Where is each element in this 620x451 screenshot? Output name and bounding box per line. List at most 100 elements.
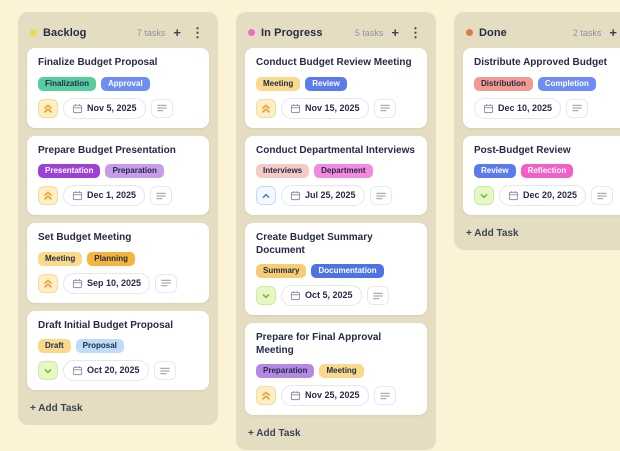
calendar-icon (72, 191, 83, 201)
task-title: Distribute Approved Budget (474, 57, 607, 68)
tag: Completion (537, 76, 596, 91)
tag-list: Meeting Review (256, 76, 416, 91)
calendar-icon (290, 191, 301, 201)
task-title: Create Budget Summary Document (256, 232, 373, 256)
tag-list: Draft Proposal (38, 339, 198, 353)
tag-list: Review Reflection (474, 164, 620, 178)
task-count: 2 tasks (572, 27, 602, 38)
add-card-button[interactable]: + (173, 25, 181, 40)
due-date: Nov 25, 2025 (305, 390, 360, 400)
due-date-chip: Oct 5, 2025 (281, 285, 362, 306)
priority-high-icon (38, 98, 58, 118)
task-title: Conduct Budget Review Meeting (256, 57, 412, 68)
card-meta: Nov 25, 2025 (256, 385, 416, 406)
add-task-button[interactable]: + Add Task (463, 223, 522, 241)
due-date: Nov 5, 2025 (87, 102, 137, 113)
tag: Presentation (38, 164, 101, 178)
task-card[interactable]: Finalize Budget Proposal Finalization Ap… (27, 48, 209, 128)
due-date: Jul 25, 2025 (305, 190, 356, 200)
calendar-icon (72, 366, 83, 376)
due-date-chip: Nov 15, 2025 (281, 97, 369, 119)
tag-list: Presentation Preparation (38, 164, 198, 178)
column-status-dot (248, 29, 255, 36)
task-title: Prepare Budget Presentation (38, 144, 176, 156)
priority-high-icon (256, 386, 276, 405)
due-date-chip: Sep 10, 2025 (63, 272, 151, 294)
priority-high-icon (38, 186, 58, 205)
priority-low-icon (474, 186, 494, 205)
calendar-icon (483, 103, 494, 113)
column-title: Done (479, 26, 507, 39)
description-icon (373, 386, 396, 405)
add-task-button[interactable]: + Add Task (245, 423, 304, 441)
task-card[interactable]: Conduct Budget Review Meeting Meeting Re… (245, 48, 427, 128)
card-meta: Oct 20, 2025 (38, 360, 198, 381)
priority-medium-icon (256, 186, 276, 205)
due-date: Oct 20, 2025 (87, 365, 140, 375)
description-icon (366, 286, 389, 305)
column-menu-button[interactable]: ⋮ (409, 25, 422, 40)
calendar-icon (290, 103, 301, 113)
tag-list: Meeting Planning (38, 251, 198, 266)
task-card[interactable]: Conduct Departmental Interviews Intervie… (245, 135, 427, 215)
priority-low-icon (256, 286, 276, 305)
card-meta: Sep 10, 2025 (38, 272, 198, 294)
priority-low-icon (38, 361, 58, 380)
card-meta: Dec 20, 2025 (474, 185, 620, 206)
due-date-chip: Dec 20, 2025 (499, 185, 587, 206)
column-title: Backlog (43, 26, 87, 39)
due-date-chip: Nov 25, 2025 (281, 385, 369, 406)
tag: Meeting (256, 76, 301, 91)
tag: Finalization (38, 76, 96, 91)
description-icon (591, 186, 614, 205)
task-card[interactable]: Post-Budget Review Review Reflection Dec… (463, 135, 620, 215)
description-icon (150, 186, 173, 205)
tag: Meeting (38, 251, 83, 266)
card-meta: Oct 5, 2025 (256, 285, 416, 306)
tag-list: Summary Documentation (256, 264, 416, 278)
due-date: Sep 10, 2025 (87, 277, 142, 288)
due-date-chip: Jul 25, 2025 (281, 185, 365, 206)
column-status-dot (30, 29, 37, 36)
column-in-progress: In Progress 5 tasks + ⋮ Conduct Budget R… (236, 12, 436, 450)
task-card[interactable]: Set Budget Meeting Meeting Planning Sep … (27, 223, 209, 303)
task-card[interactable]: Prepare for Final Approval Meeting Prepa… (245, 323, 427, 415)
due-date: Oct 5, 2025 (305, 290, 353, 300)
add-card-button[interactable]: + (609, 25, 617, 40)
due-date-chip: Oct 20, 2025 (63, 360, 149, 381)
task-card[interactable]: Distribute Approved Budget Distribution … (463, 48, 620, 128)
tag: Meeting (319, 364, 364, 378)
card-meta: Jul 25, 2025 (256, 185, 416, 206)
add-task-button[interactable]: + Add Task (27, 398, 86, 416)
add-card-button[interactable]: + (391, 25, 399, 40)
description-icon (373, 98, 396, 118)
task-title: Finalize Budget Proposal (38, 57, 158, 68)
tag: Preparation (105, 164, 164, 178)
due-date: Dec 20, 2025 (523, 190, 578, 200)
column-header: In Progress 5 tasks + ⋮ (245, 21, 427, 48)
task-card[interactable]: Prepare Budget Presentation Presentation… (27, 135, 209, 215)
column-menu-button[interactable]: ⋮ (191, 25, 204, 40)
task-title: Set Budget Meeting (38, 232, 132, 243)
tag: Distribution (474, 76, 533, 91)
priority-high-icon (38, 273, 58, 293)
tag-list: Interviews Department (256, 164, 416, 178)
task-card[interactable]: Create Budget Summary Document Summary D… (245, 223, 427, 315)
task-count: 7 tasks (136, 27, 166, 38)
column-status-dot (466, 29, 473, 36)
task-title: Draft Initial Budget Proposal (38, 319, 174, 331)
calendar-icon (290, 291, 301, 301)
due-date: Dec 1, 2025 (87, 190, 137, 200)
column-backlog: Backlog 7 tasks + ⋮ Finalize Budget Prop… (18, 12, 218, 425)
tag: Preparation (256, 364, 315, 378)
card-meta: Nov 15, 2025 (256, 97, 416, 119)
task-card[interactable]: Draft Initial Budget Proposal Draft Prop… (27, 310, 209, 390)
column-title: In Progress (261, 26, 323, 39)
card-meta: Dec 10, 2025 (474, 97, 620, 119)
tag-list: Preparation Meeting (256, 364, 416, 378)
due-date-chip: Dec 10, 2025 (474, 97, 562, 119)
due-date-chip: Dec 1, 2025 (63, 185, 146, 206)
due-date: Dec 10, 2025 (498, 102, 553, 113)
column-done: Done 2 tasks + ⋮ Distribute Approved Bud… (454, 12, 620, 250)
